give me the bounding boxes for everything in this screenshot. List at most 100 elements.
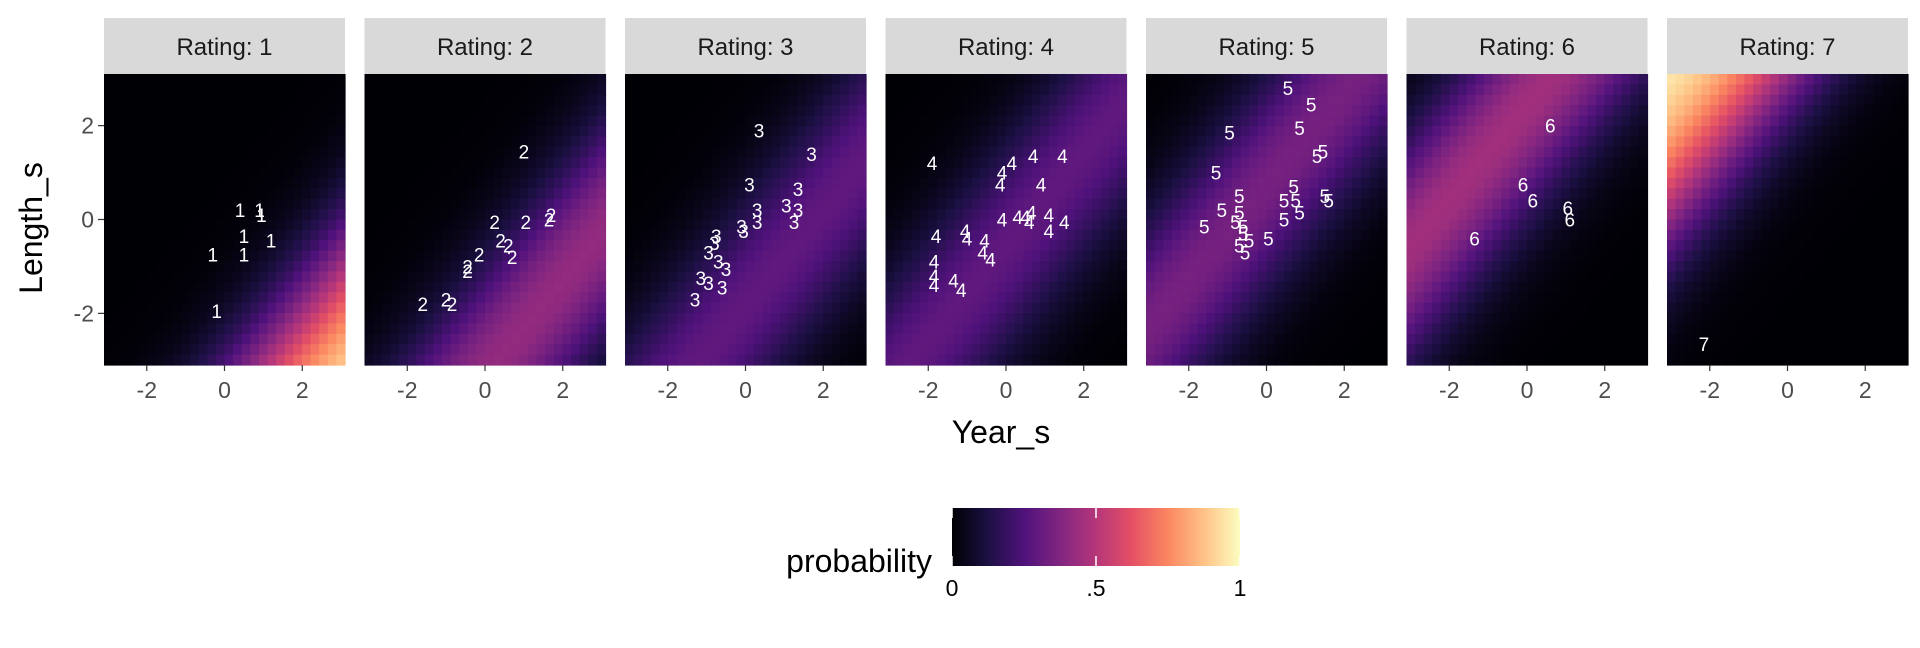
heatmap-cell (711, 198, 721, 210)
heatmap-cell (147, 229, 157, 241)
data-point-label: 1 (208, 246, 219, 267)
heatmap-cell (857, 74, 867, 85)
heatmap-cell (596, 157, 607, 169)
heatmap-cell (1066, 281, 1076, 293)
heatmap-cell (1189, 281, 1199, 293)
facet-strip-label: Rating: 7 (1739, 34, 1835, 61)
heatmap-cell (1458, 94, 1468, 106)
heatmap-cell (1092, 177, 1102, 189)
heatmap-cell (310, 177, 320, 189)
heatmap-cell (284, 177, 294, 189)
heatmap-cell (536, 261, 546, 273)
heatmap-cell (1475, 219, 1485, 231)
heatmap-cell (510, 177, 521, 189)
heatmap-cell (1440, 84, 1451, 96)
heatmap-cell (1578, 94, 1588, 106)
heatmap-cell (1613, 292, 1623, 304)
heatmap-cell (988, 157, 998, 169)
heatmap-cell (104, 271, 114, 283)
heatmap-cell (1692, 136, 1703, 148)
heatmap-cell (1249, 115, 1259, 127)
heatmap-cell (1587, 115, 1597, 127)
heatmap-cell (155, 261, 165, 273)
heatmap-cell (1100, 354, 1110, 366)
heatmap-cell (762, 74, 772, 85)
heatmap-cell (1040, 302, 1050, 314)
heatmap-cell (831, 229, 841, 241)
heatmap-cell (771, 74, 781, 85)
heatmap-cell (659, 250, 669, 262)
heatmap-cell (1343, 94, 1354, 106)
heatmap-cell (293, 198, 303, 210)
heatmap-cell (997, 167, 1007, 179)
heatmap-cell (1492, 292, 1502, 304)
heatmap-cell (1146, 136, 1156, 148)
heatmap-cell (693, 219, 704, 231)
heatmap-cell (588, 188, 598, 200)
heatmap-cell (1667, 94, 1677, 106)
heatmap-cell (1458, 188, 1468, 200)
heatmap-cell (1292, 198, 1302, 210)
heatmap-cell (945, 115, 955, 127)
heatmap-cell (814, 125, 824, 137)
data-point-label: 4 (929, 253, 940, 274)
heatmap-cell (1257, 229, 1268, 241)
heatmap-cell (233, 115, 243, 127)
heatmap-cell (625, 136, 635, 148)
heatmap-cell (276, 84, 286, 96)
heatmap-cell (1449, 115, 1459, 127)
heatmap-cell (1667, 281, 1677, 293)
heatmap-cell (659, 146, 669, 158)
heatmap-cell (1458, 74, 1468, 85)
heatmap-cell (553, 250, 564, 262)
heatmap-cell (1180, 271, 1190, 283)
heatmap-cell (267, 157, 277, 169)
heatmap-cell (215, 281, 226, 293)
heatmap-cell (1604, 84, 1614, 96)
heatmap-cell (1014, 209, 1024, 221)
heatmap-cell (1109, 281, 1119, 293)
heatmap-cell (1240, 344, 1250, 356)
heatmap-cell (1667, 229, 1677, 241)
heatmap-cell (1466, 125, 1476, 137)
heatmap-cell (1283, 136, 1293, 148)
heatmap-cell (1092, 198, 1102, 210)
heatmap-cell (207, 177, 217, 189)
heatmap-cell (172, 125, 183, 137)
heatmap-cell (762, 219, 772, 231)
heatmap-cell (1100, 209, 1110, 221)
heatmap-cell (138, 354, 148, 366)
heatmap-cell (381, 84, 391, 96)
heatmap-cell (1587, 313, 1597, 325)
heatmap-cell (1415, 344, 1425, 356)
heatmap-cell (642, 333, 652, 345)
heatmap-cell (911, 281, 921, 293)
heatmap-cell (364, 344, 374, 356)
heatmap-cell (885, 333, 895, 345)
heatmap-cell (104, 94, 114, 106)
heatmap-cell (719, 94, 729, 106)
heatmap-cell (1458, 157, 1468, 169)
heatmap-cell (1249, 84, 1259, 96)
heatmap-cell (121, 146, 131, 158)
heatmap-cell (181, 219, 191, 231)
heatmap-cell (1440, 209, 1451, 221)
heatmap-cell (1146, 250, 1156, 262)
heatmap-cell (831, 344, 841, 356)
heatmap-cell (1197, 188, 1207, 200)
heatmap-cell (373, 323, 383, 335)
heatmap-cell (919, 167, 930, 179)
heatmap-cell (814, 323, 824, 335)
heatmap-cell (1109, 157, 1119, 169)
heatmap-cell (659, 292, 669, 304)
heatmap-cell (1100, 94, 1110, 106)
heatmap-cell (224, 177, 234, 189)
heatmap-cell (1535, 84, 1545, 96)
heatmap-cell (962, 209, 973, 221)
heatmap-cell (190, 281, 200, 293)
heatmap-cell (988, 292, 998, 304)
heatmap-cell (1040, 198, 1050, 210)
heatmap-cell (1146, 188, 1156, 200)
heatmap-cell (459, 177, 469, 189)
heatmap-cell (545, 281, 555, 293)
